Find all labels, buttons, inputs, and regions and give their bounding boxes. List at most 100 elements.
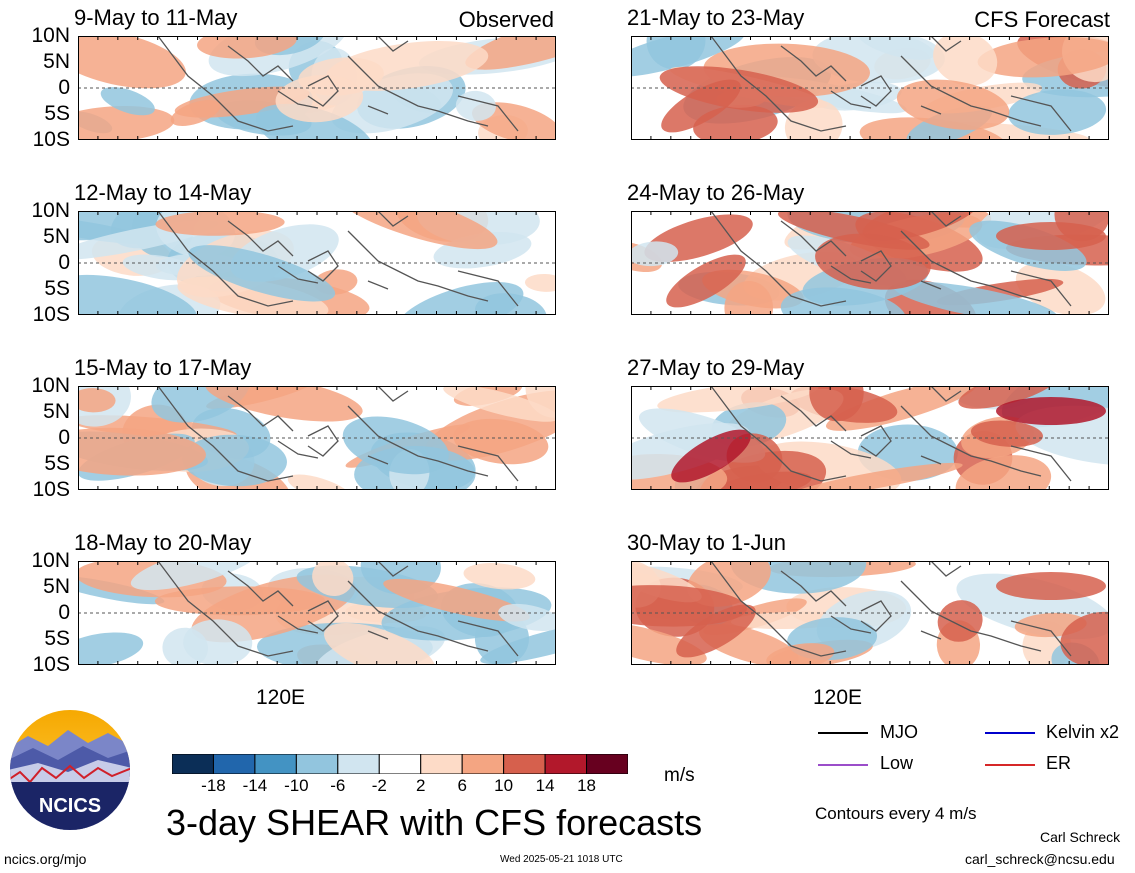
footer-author: Carl Schreck — [1040, 829, 1121, 845]
shear-anomaly-blob — [661, 79, 741, 133]
shear-anomaly-blob — [130, 561, 261, 591]
colorbar-tick-label: -18 — [201, 776, 226, 795]
shear-anomaly-blob — [1015, 262, 1106, 315]
shear-anomaly-blob — [324, 622, 436, 665]
ncics-logo: NCICS — [10, 710, 130, 830]
shear-anomaly-blob — [666, 254, 746, 308]
shear-anomaly-blob — [78, 36, 186, 89]
colorbar-swatch — [420, 754, 463, 774]
shear-anomaly-blob — [933, 36, 998, 86]
x-tick-left: 120E — [256, 686, 306, 709]
footer-timestamp: Wed 2025-05-21 1018 UTC — [500, 854, 623, 865]
shear-anomaly-blob — [463, 563, 536, 590]
y-tick-label: 5S — [44, 452, 70, 475]
y-tick-label: 10N — [31, 24, 70, 47]
shear-anomaly-blob — [631, 422, 750, 480]
shear-anomaly-blob — [383, 578, 530, 622]
shear-map-panel — [631, 211, 1109, 315]
panel-title: 30-May to 1-Jun — [627, 530, 786, 555]
shear-anomaly-blob — [970, 420, 1043, 447]
y-tick-label: 10N — [31, 199, 70, 222]
colorbar-tick-label: 18 — [577, 776, 596, 795]
colorbar-tick-label: 10 — [494, 776, 514, 795]
y-tick-label: 10S — [32, 653, 70, 676]
shear-anomaly-blob — [790, 462, 963, 490]
y-tick-label: 10S — [32, 303, 70, 326]
shear-anomaly-blob — [151, 386, 250, 423]
shear-anomaly-blob — [312, 561, 354, 597]
shear-anomaly-blob — [815, 233, 931, 290]
shear-anomaly-blob — [275, 75, 364, 123]
shear-map-panel — [631, 561, 1109, 665]
y-tick-label: 0 — [58, 426, 70, 449]
coastline — [157, 386, 519, 482]
y-tick-label: 0 — [58, 76, 70, 99]
shear-anomaly-blob — [525, 386, 556, 418]
y-tick-label: 10S — [32, 128, 70, 151]
colorbar-tick-label: -6 — [330, 776, 346, 795]
shear-anomaly-blob — [631, 241, 679, 267]
shear-anomaly-blob — [1060, 611, 1109, 665]
colorbar-swatch — [254, 754, 297, 774]
y-tick-label: 10N — [31, 374, 70, 397]
coastline — [710, 211, 1072, 307]
coastline — [157, 36, 519, 132]
shear-anomaly-blob — [766, 643, 835, 665]
colorbar-tick-label: 6 — [457, 776, 467, 795]
shear-anomaly-blob — [336, 211, 498, 250]
coastline — [710, 386, 1072, 482]
legend-low-label: Low — [880, 753, 914, 773]
y-tick-label: 5N — [43, 575, 70, 598]
legend-mjo-label: MJO — [880, 722, 918, 742]
shear-anomaly-blob — [498, 603, 556, 632]
contour-note: Contours every 4 m/s — [815, 804, 977, 823]
colorbar — [172, 754, 628, 774]
shear-anomaly-blob — [710, 471, 812, 490]
shear-anomaly-blob — [183, 619, 253, 665]
shear-anomaly-blob — [646, 36, 706, 70]
shear-anomaly-blob — [170, 100, 221, 126]
y-tick-label: 0 — [58, 251, 70, 274]
shear-anomaly-blob — [78, 274, 198, 315]
y-tick-label: 5S — [44, 277, 70, 300]
legend-er-line — [985, 764, 1035, 766]
colorbar-swatch — [378, 754, 422, 774]
shear-anomaly-blob — [287, 474, 352, 490]
shear-anomaly-blob — [809, 386, 864, 422]
x-tick-right: 120E — [813, 686, 863, 709]
shear-anomaly-blob — [996, 572, 1106, 600]
colorbar-swatch — [212, 754, 256, 774]
panel-title: 9-May to 11-May — [74, 5, 238, 30]
forecast-label: CFS Forecast — [974, 7, 1110, 32]
shear-anomaly-blob — [155, 211, 285, 236]
coastline — [157, 561, 519, 657]
shear-anomaly-blob — [671, 429, 751, 483]
shear-anomaly-blob — [657, 386, 819, 413]
colorbar-swatch — [295, 754, 339, 774]
colorbar-tick-label: 14 — [535, 776, 555, 795]
panel-title: 27-May to 29-May — [627, 355, 805, 380]
shear-anomaly-blob — [188, 245, 336, 302]
colorbar-tick-label: -14 — [242, 776, 268, 795]
legend-er-label: ER — [1046, 753, 1072, 773]
shear-anomaly-blob — [197, 36, 297, 59]
panel-title: 18-May to 20-May — [74, 530, 252, 555]
shear-anomaly-blob — [631, 622, 707, 665]
shear-anomaly-blob — [724, 280, 774, 315]
colorbar-tick-label: -2 — [371, 776, 387, 795]
shear-anomaly-blob — [443, 386, 556, 422]
colorbar-tick-label: 2 — [415, 776, 426, 795]
footer-site: ncics.org/mjo — [4, 851, 87, 867]
shear-anomaly-blob — [896, 79, 1010, 130]
shear-anomaly-blob — [996, 222, 1106, 250]
shear-anomaly-blob — [255, 103, 374, 140]
y-tick-label: 5N — [43, 225, 70, 248]
footer-email: carl_schreck@ncsu.edu — [965, 851, 1115, 867]
shear-map-panel — [78, 36, 556, 140]
shear-anomaly-blob — [78, 388, 116, 413]
panel-title: 24-May to 26-May — [627, 180, 805, 205]
coastline — [710, 36, 1072, 132]
shear-anomaly-blob — [182, 434, 287, 487]
shear-anomaly-blob — [631, 585, 747, 627]
shear-anomaly-blob — [676, 604, 756, 658]
